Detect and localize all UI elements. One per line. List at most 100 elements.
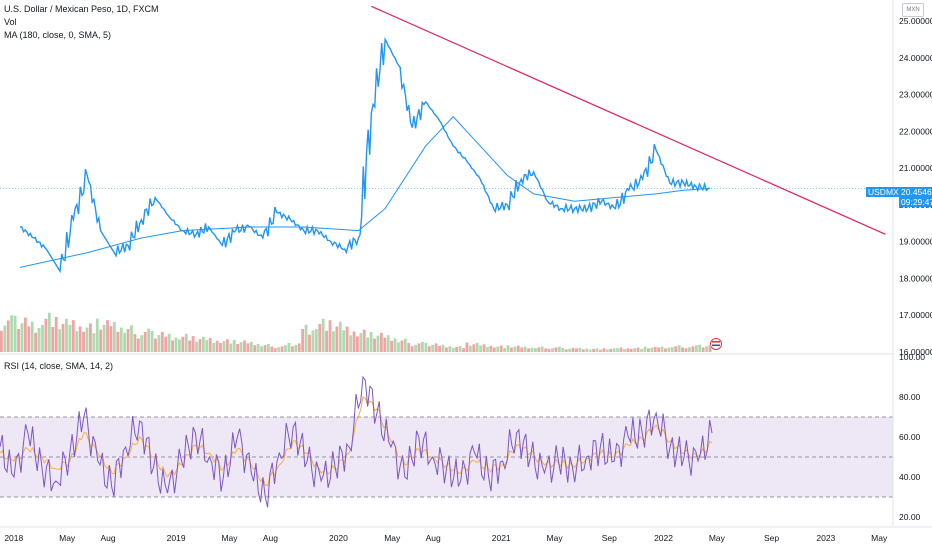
- volume-bar: [177, 339, 181, 352]
- volume-bar: [332, 331, 335, 352]
- volume-bar: [188, 340, 192, 352]
- volume-bar: [520, 347, 524, 352]
- time-tick-label: May: [384, 533, 401, 543]
- price-tick-label: 18.00000: [899, 273, 932, 283]
- volume-bar: [92, 333, 96, 352]
- volume-bar: [61, 323, 65, 352]
- rsi-tick-label: 20.00: [899, 512, 921, 522]
- volume-bar: [222, 341, 226, 352]
- volume-bar: [599, 349, 602, 352]
- ma-line: [19, 115, 710, 268]
- volume-bar: [184, 333, 188, 352]
- volume-bar: [510, 347, 513, 352]
- volume-bar: [588, 349, 592, 352]
- volume-bar: [554, 347, 558, 352]
- volume-bar: [78, 326, 82, 352]
- volume-bar: [605, 349, 609, 352]
- volume-bar: [106, 320, 109, 352]
- volume-bar: [308, 334, 311, 352]
- volume-bar: [349, 335, 352, 352]
- time-tick-label: May: [221, 533, 238, 543]
- volume-bar: [287, 342, 291, 352]
- volume-bar: [201, 336, 205, 352]
- volume-bar: [338, 321, 342, 352]
- volume-bar: [523, 346, 527, 352]
- volume-legend[interactable]: Vol: [4, 17, 17, 27]
- volume-bar: [23, 317, 27, 352]
- volume-bar: [530, 347, 534, 352]
- volume-bar: [640, 349, 643, 352]
- volume-bar: [246, 343, 250, 352]
- volume-bar: [366, 337, 370, 352]
- volume-bar: [462, 348, 465, 352]
- volume-bar: [58, 329, 62, 352]
- volume-bar: [3, 325, 7, 352]
- volume-bar: [431, 344, 435, 352]
- volume-bar: [468, 345, 472, 352]
- volume-bar: [629, 348, 633, 352]
- time-tick-label: 2021: [492, 533, 511, 543]
- volume-bar: [369, 331, 373, 352]
- rsi-legend[interactable]: RSI (14, close, SMA, 14, 2): [4, 361, 114, 371]
- volume-bar: [109, 326, 113, 352]
- volume-bar: [88, 323, 92, 352]
- price-tick-label: 23.00000: [899, 90, 932, 100]
- volume-bar: [670, 347, 674, 352]
- volume-bar: [424, 342, 428, 352]
- time-tick-label: 2020: [329, 533, 348, 543]
- volume-bar: [376, 335, 380, 352]
- rsi-pane: [0, 375, 893, 508]
- volume-bar: [239, 342, 243, 352]
- volume-bar: [417, 343, 421, 352]
- price-line: [19, 37, 710, 274]
- volume-bar: [496, 346, 500, 352]
- volume-bar: [157, 335, 161, 352]
- volume-bar: [537, 347, 541, 352]
- volume-bar: [633, 348, 637, 352]
- volume-bar: [609, 348, 613, 352]
- volume-bar: [123, 332, 127, 352]
- volume-bar: [448, 346, 452, 352]
- rsi-tick-label: 60.00: [899, 432, 921, 442]
- volume-bar: [650, 347, 654, 352]
- volume-bar: [400, 340, 404, 352]
- volume-bar: [544, 348, 548, 352]
- volume-bar: [684, 348, 688, 352]
- volume-bar: [643, 346, 647, 352]
- price-tick-label: 24.00000: [899, 53, 932, 63]
- volume-bar: [294, 344, 298, 352]
- ma-legend[interactable]: MA (180, close, 0, SMA, 5): [4, 30, 112, 40]
- volume-bar: [674, 346, 678, 352]
- volume-bar: [253, 345, 257, 352]
- volume-bar: [85, 327, 89, 352]
- volume-bar: [82, 331, 85, 352]
- volume-bar: [513, 346, 517, 352]
- rsi-line: [0, 375, 713, 508]
- volume-bar: [492, 347, 496, 352]
- volume-bar: [167, 333, 171, 352]
- volume-bar: [181, 336, 185, 352]
- volume-bar: [263, 345, 267, 352]
- price-tick-label: 16.00000: [899, 347, 932, 357]
- price-tick-label: 21.00000: [899, 163, 932, 173]
- main-legend[interactable]: U.S. Dollar / Mexican Peso, 1D, FXCM: [4, 4, 159, 14]
- volume-bar: [290, 346, 294, 352]
- volume-bar: [119, 327, 123, 352]
- price-symbol-tag: USDMXN: [866, 187, 907, 197]
- volume-bar: [205, 340, 209, 352]
- volume-bar: [557, 346, 561, 352]
- currency-badge[interactable]: MXN: [902, 3, 924, 17]
- volume-bar: [383, 337, 387, 352]
- time-tick-label: Aug: [426, 533, 441, 543]
- volume-bar: [160, 331, 164, 352]
- time-tick-label: May: [871, 533, 888, 543]
- rsi-tick-label: 40.00: [899, 472, 921, 482]
- time-tick-label: May: [547, 533, 564, 543]
- volume-bar: [6, 320, 10, 352]
- volume-bar: [219, 343, 222, 352]
- volume-bar: [482, 344, 486, 352]
- volume-bar: [164, 336, 168, 352]
- flag-stripe: [711, 341, 720, 343]
